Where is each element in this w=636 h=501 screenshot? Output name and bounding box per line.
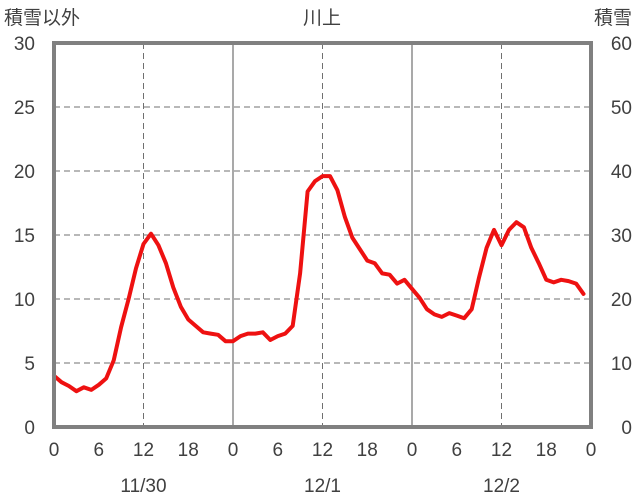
x-tick-label: 0: [228, 440, 239, 461]
x-tick-label: 6: [93, 440, 104, 461]
x-tick-label: 18: [536, 440, 557, 461]
day-labels: 11/30 12/1 12/2: [120, 476, 520, 497]
right-tick-label: 30: [611, 226, 632, 247]
x-tick-label: 12: [491, 440, 512, 461]
right-tick-label: 40: [611, 162, 632, 183]
right-tick-label: 20: [611, 290, 632, 311]
x-tick-label: 0: [407, 440, 418, 461]
left-tick-label: 15: [14, 226, 35, 247]
x-tick-label: 18: [357, 440, 378, 461]
right-axis-label: 積雪: [594, 7, 632, 29]
left-tick-labels: 0 5 10 15 20 25 30: [14, 34, 35, 439]
grid-lines: [54, 43, 591, 427]
left-tick-label: 5: [24, 354, 35, 375]
day-label: 11/30: [120, 476, 166, 497]
right-tick-label: 0: [621, 418, 632, 439]
left-tick-label: 30: [14, 34, 35, 55]
left-tick-label: 0: [24, 418, 35, 439]
right-tick-labels: 0 10 20 30 40 50 60: [611, 34, 632, 439]
x-tick-label: 0: [586, 440, 597, 461]
x-tick-label: 12: [133, 440, 154, 461]
left-tick-label: 10: [14, 290, 35, 311]
right-tick-label: 60: [611, 34, 632, 55]
x-tick-label: 6: [272, 440, 283, 461]
x-tick-label: 12: [312, 440, 333, 461]
temperature-line: [52, 174, 586, 394]
left-axis-label: 積雪以外: [4, 7, 80, 29]
x-tick-label: 0: [49, 440, 60, 461]
x-tick-label: 18: [178, 440, 199, 461]
x-tick-labels: 0 6 12 18 0 6 12 18 0 6 12 18 0: [49, 440, 597, 461]
day-label: 12/2: [483, 476, 520, 497]
right-tick-label: 50: [611, 98, 632, 119]
x-tick-label: 6: [451, 440, 462, 461]
day-label: 12/1: [304, 476, 341, 497]
left-tick-label: 20: [14, 162, 35, 183]
right-tick-label: 10: [611, 354, 632, 375]
plot-frame: [52, 41, 593, 429]
chart-title: 川上: [303, 7, 341, 29]
left-tick-label: 25: [14, 98, 35, 119]
